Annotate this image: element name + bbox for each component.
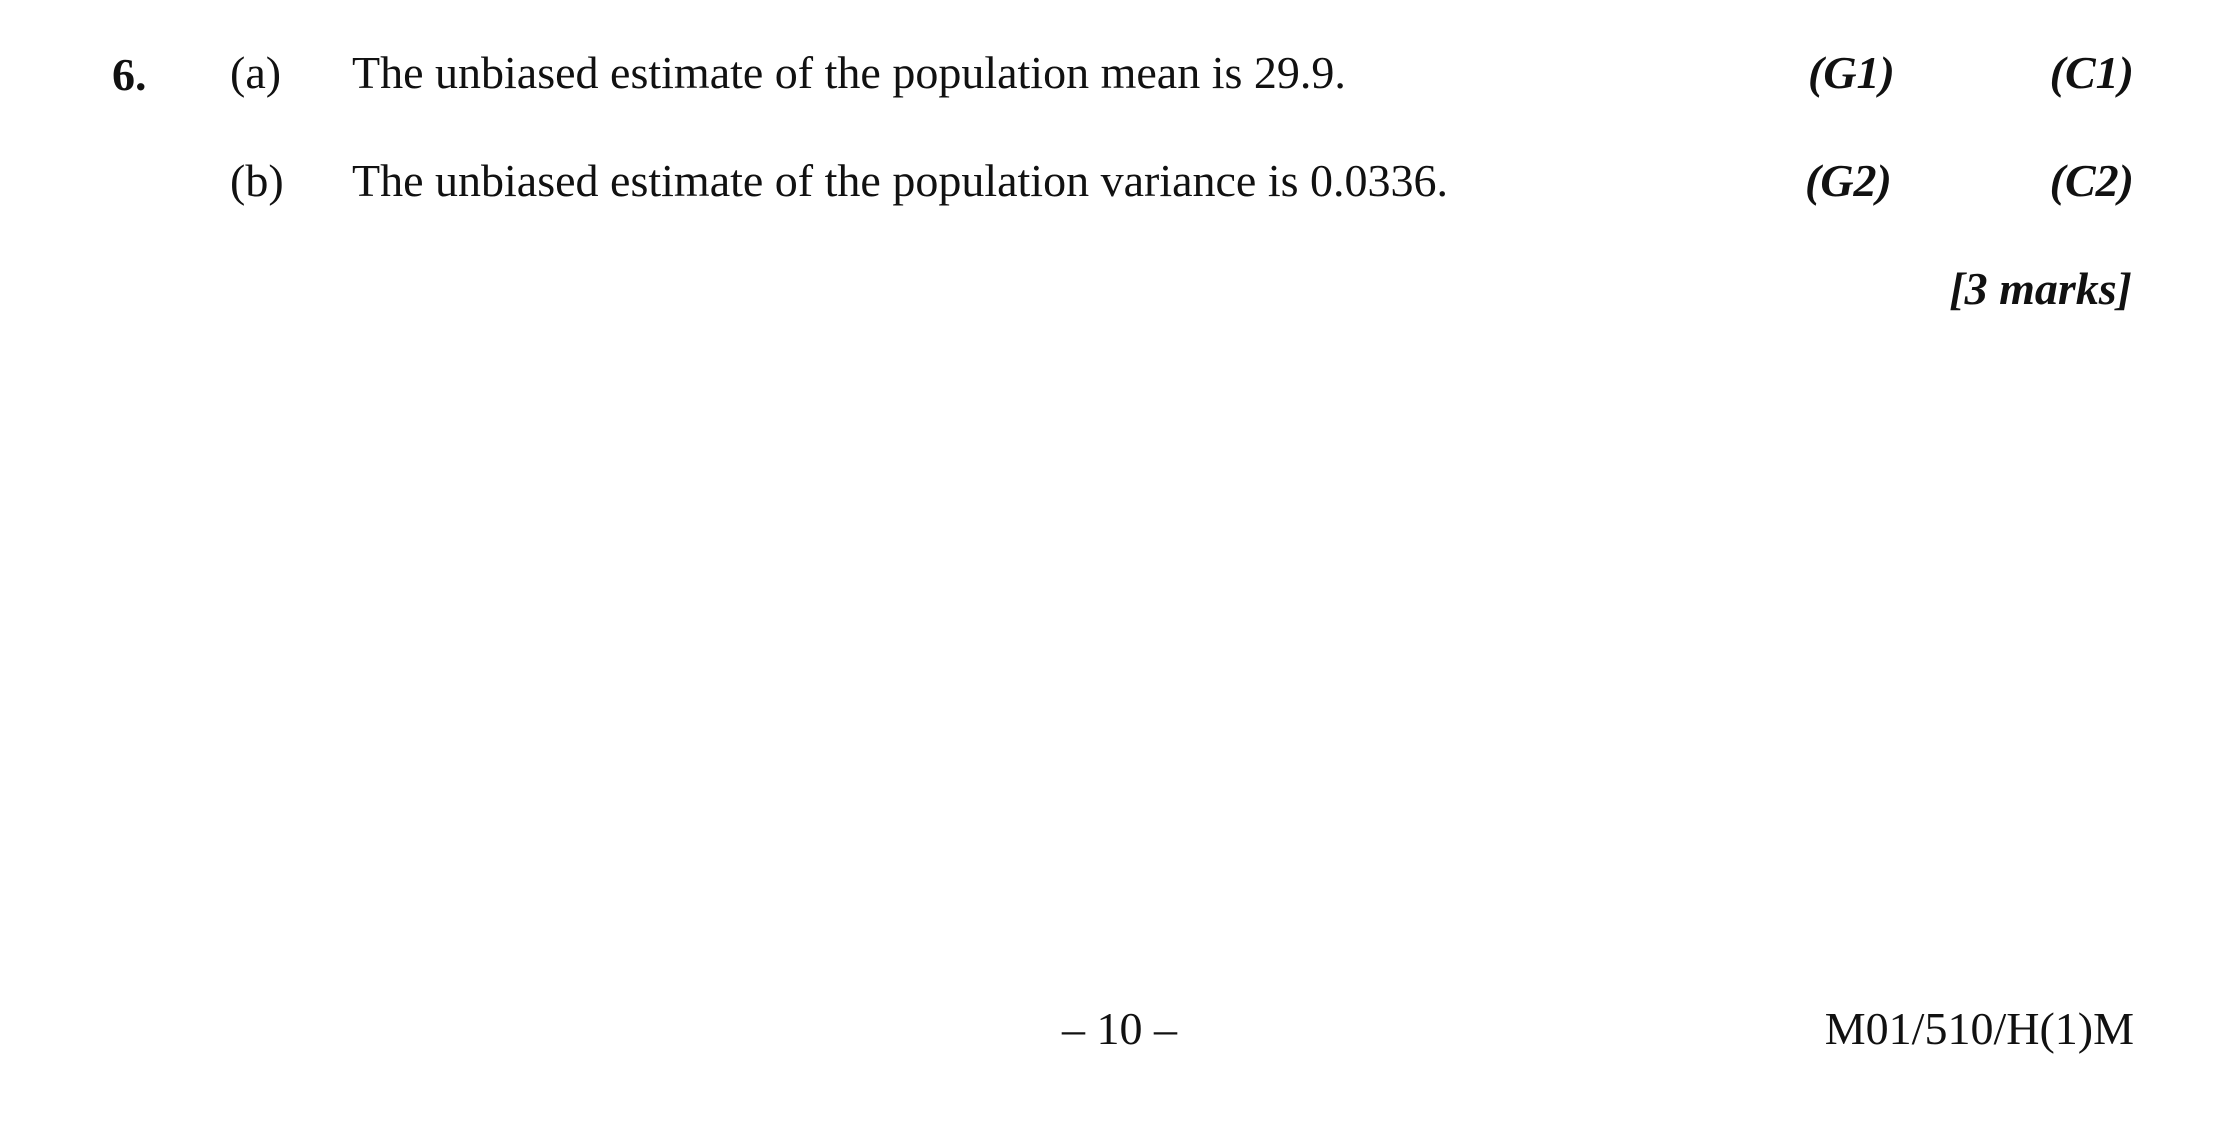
part-b-label: (b) (230, 155, 284, 206)
part-a-text: The unbiased estimate of the population … (352, 47, 1346, 98)
question-number: 6. (112, 49, 147, 100)
part-a-mark-c: (C1) (2049, 47, 2134, 98)
part-b-mark-g: (G2) (1805, 155, 1892, 206)
total-marks: [3 marks] (1949, 263, 2132, 314)
part-b-mark-c: (C2) (2049, 155, 2134, 206)
part-a-label: (a) (230, 47, 282, 98)
part-a-mark-g: (G1) (1808, 47, 1895, 98)
page-number: – 10 – (1062, 1003, 1177, 1054)
part-b-text: The unbiased estimate of the population … (352, 155, 1449, 206)
document-code: M01/510/H(1)M (1824, 1003, 2134, 1054)
